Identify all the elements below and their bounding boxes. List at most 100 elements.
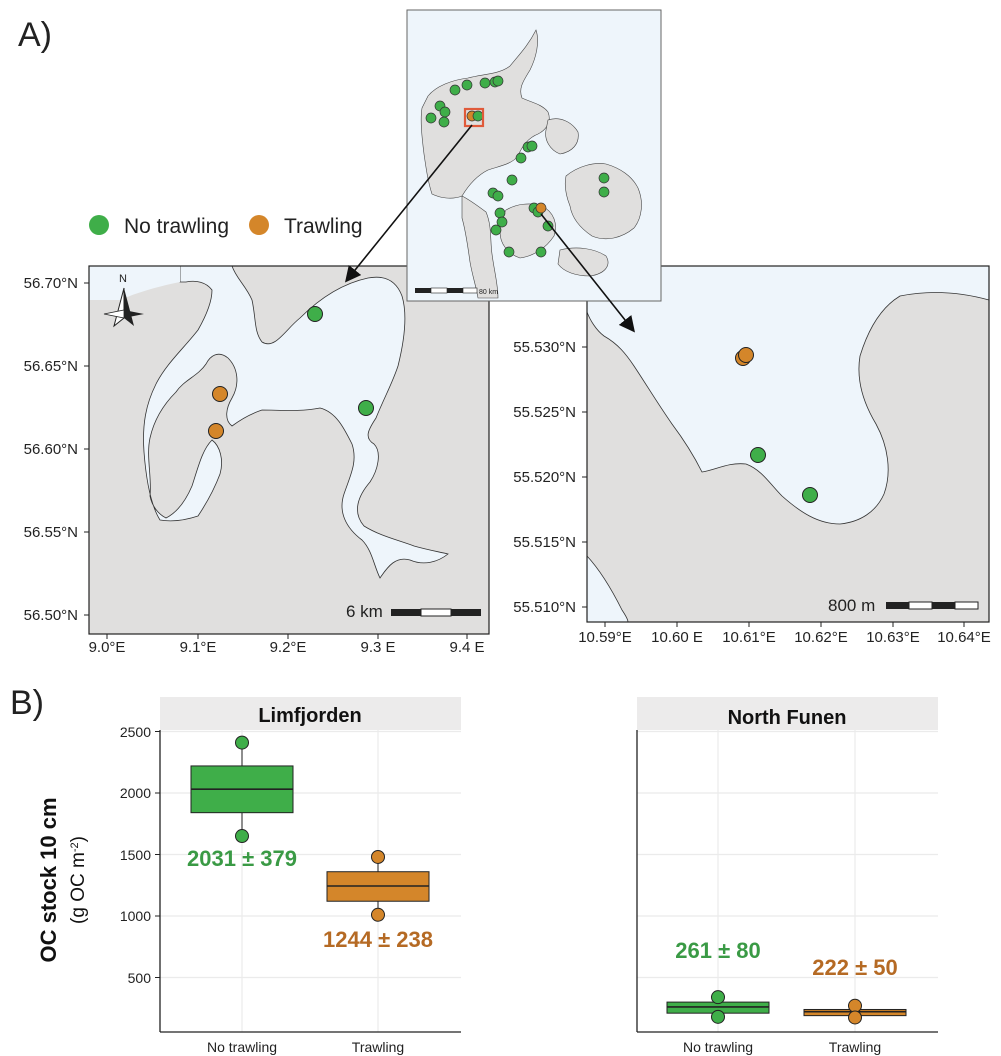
x-tick-label: Trawling bbox=[829, 1039, 881, 1055]
site-funen-no-trawling-2 bbox=[802, 487, 818, 503]
y-axis-title-unit: (g OC m-2) bbox=[68, 836, 89, 924]
map-left-y-tick: 56.60°N bbox=[24, 441, 78, 458]
map-left-x-tick: 9.2°E bbox=[270, 639, 307, 656]
map-north-funen: 800 m 55.530°N 55.525°N 55.520°N 55.515°… bbox=[513, 265, 991, 646]
inset-sites bbox=[425, 75, 610, 258]
box-mean-label: 1244 ± 238 bbox=[323, 927, 433, 952]
inset-scale-bar: 80 km bbox=[415, 287, 498, 296]
box-outlier-point bbox=[711, 1009, 725, 1024]
scale-label-right: 800 m bbox=[828, 596, 875, 615]
inset-site bbox=[479, 77, 491, 89]
y-unit-sup: -2 bbox=[69, 842, 81, 852]
map-left-y-tick: 56.55°N bbox=[24, 524, 78, 541]
inset-djursland bbox=[545, 118, 579, 155]
inset-lolland bbox=[557, 247, 609, 277]
inset-site bbox=[506, 174, 518, 186]
y-axis-title-main: OC stock 10 cm bbox=[36, 797, 61, 962]
map-right-y-axis: 55.530°N 55.525°N 55.520°N 55.515°N 55.5… bbox=[513, 339, 587, 616]
map-limfjorden: N 6 km 56.70°N 56.65°N 56.60°N 56.55°N 5… bbox=[24, 265, 490, 656]
site-funen-trawling-2 bbox=[738, 347, 754, 363]
map-left-y-tick: 56.50°N bbox=[24, 607, 78, 624]
inset-site bbox=[438, 116, 450, 128]
north-label: N bbox=[119, 273, 127, 285]
map-right-y-tick: 55.510°N bbox=[513, 599, 576, 616]
panel-label-a: A) bbox=[18, 16, 52, 54]
facet-strip-north-funen bbox=[637, 697, 938, 730]
map-right-x-tick: 10.62°E bbox=[794, 629, 848, 646]
inset-site bbox=[494, 207, 506, 219]
scale-bar-left: 6 km bbox=[346, 602, 481, 621]
inset-site bbox=[598, 186, 610, 198]
site-limfjorden-trawling-1 bbox=[212, 386, 228, 402]
y-unit-pre: (g OC m bbox=[68, 852, 89, 924]
y-tick-label: 2500 bbox=[120, 724, 151, 740]
y-axis-title: OC stock 10 cm (g OC m-2) bbox=[36, 797, 89, 962]
inset-site bbox=[535, 202, 547, 214]
inset-map-denmark: 80 km bbox=[406, 9, 662, 302]
map-left-x-axis: 9.0°E 9.1°E 9.2°E 9.3 E 9.4 E bbox=[89, 634, 485, 656]
map-left-land bbox=[89, 266, 489, 634]
inset-highlight-box bbox=[463, 107, 485, 128]
site-limfjorden-no-trawling-1 bbox=[307, 306, 323, 322]
map-left-y-axis: 56.70°N 56.65°N 56.60°N 56.55°N 56.50°N bbox=[24, 275, 89, 624]
map-left-x-tick: 9.3 E bbox=[360, 639, 395, 656]
y-tick-label: 1000 bbox=[120, 908, 151, 924]
inset-site bbox=[439, 106, 451, 118]
scale-label-left: 6 km bbox=[346, 602, 383, 621]
map-left-y-tick: 56.65°N bbox=[24, 358, 78, 375]
facet-title-limfjorden: Limfjorden bbox=[258, 705, 361, 727]
y-tick-label: 500 bbox=[128, 970, 152, 986]
legend-swatch-no-trawling bbox=[89, 215, 109, 235]
map-right-x-axis: 10.59°E 10.60 E 10.61°E 10.62°E 10.63°E … bbox=[578, 622, 991, 646]
map-right-x-tick: 10.61°E bbox=[722, 629, 776, 646]
map-right-y-tick: 55.520°N bbox=[513, 469, 576, 486]
map-right-y-tick: 55.525°N bbox=[513, 404, 576, 421]
legend-label-trawling: Trawling bbox=[284, 215, 363, 238]
y-unit-post: ) bbox=[68, 836, 89, 842]
box-outlier-point bbox=[371, 907, 385, 922]
map-left-x-tick: 9.4 E bbox=[449, 639, 484, 656]
north-arrow-icon: N bbox=[103, 273, 144, 328]
inset-site bbox=[472, 110, 484, 122]
y-tick-label: 1500 bbox=[120, 847, 151, 863]
box-outlier-point bbox=[848, 998, 862, 1013]
map-right-x-tick: 10.60 E bbox=[651, 629, 703, 646]
x-tick-label: No trawling bbox=[683, 1039, 753, 1055]
map-right-x-tick: 10.63°E bbox=[866, 629, 920, 646]
map-left-water bbox=[89, 265, 449, 579]
facet-panel-north-funen: 261 ± 80 222 ± 50 bbox=[636, 730, 938, 1033]
inset-site bbox=[542, 220, 554, 232]
box-outlier-point bbox=[235, 829, 249, 844]
inset-site bbox=[492, 75, 504, 87]
inset-site bbox=[496, 216, 508, 228]
scale-bar-right: 800 m bbox=[828, 596, 979, 615]
legend-swatch-trawling bbox=[249, 215, 269, 235]
map-right-x-tick: 10.64°E bbox=[937, 629, 991, 646]
x-tick-label: Trawling bbox=[352, 1039, 404, 1055]
panel-label-b: B) bbox=[10, 684, 44, 722]
x-tick-label: No trawling bbox=[207, 1039, 277, 1055]
map-right-frame bbox=[586, 265, 990, 623]
map-left-x-tick: 9.0°E bbox=[89, 639, 126, 656]
map-left-x-tick: 9.1°E bbox=[180, 639, 217, 656]
facet-title-north-funen: North Funen bbox=[728, 707, 847, 729]
box-outlier-point bbox=[711, 990, 725, 1005]
inset-site bbox=[526, 140, 538, 152]
inset-site bbox=[503, 246, 515, 258]
map-right-water-south bbox=[586, 554, 629, 623]
site-limfjorden-trawling-2 bbox=[208, 423, 224, 439]
legend: No trawling Trawling bbox=[89, 215, 363, 238]
inset-site bbox=[535, 246, 547, 258]
site-limfjorden-no-trawling-2 bbox=[358, 400, 374, 416]
inset-site bbox=[490, 224, 502, 236]
inset-zealand bbox=[564, 163, 642, 240]
box-mean-label: 2031 ± 379 bbox=[187, 846, 297, 871]
site-funen-no-trawling-1 bbox=[750, 447, 766, 463]
inset-jutland-south bbox=[461, 195, 499, 299]
arrow-to-north-funen bbox=[540, 213, 635, 333]
map-right-y-tick: 55.530°N bbox=[513, 339, 576, 356]
chart-y-axis: 2500 2000 1500 1000 500 bbox=[120, 724, 151, 986]
inset-site bbox=[449, 84, 461, 96]
map-left-y-tick: 56.70°N bbox=[24, 275, 78, 292]
